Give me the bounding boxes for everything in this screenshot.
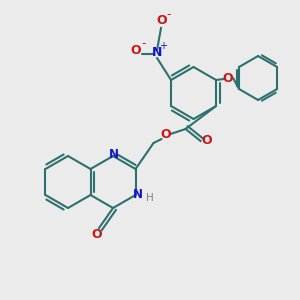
Text: O: O — [201, 134, 212, 146]
Text: O: O — [157, 14, 167, 28]
Text: -: - — [142, 38, 146, 50]
Text: H: H — [146, 193, 153, 203]
Text: -: - — [167, 8, 171, 22]
Text: N: N — [109, 148, 119, 161]
Text: O: O — [223, 71, 233, 85]
Text: O: O — [160, 128, 171, 142]
Text: O: O — [131, 44, 141, 58]
Text: N: N — [152, 46, 162, 59]
Text: N: N — [133, 188, 142, 202]
Text: O: O — [92, 227, 102, 241]
Text: +: + — [159, 41, 167, 51]
